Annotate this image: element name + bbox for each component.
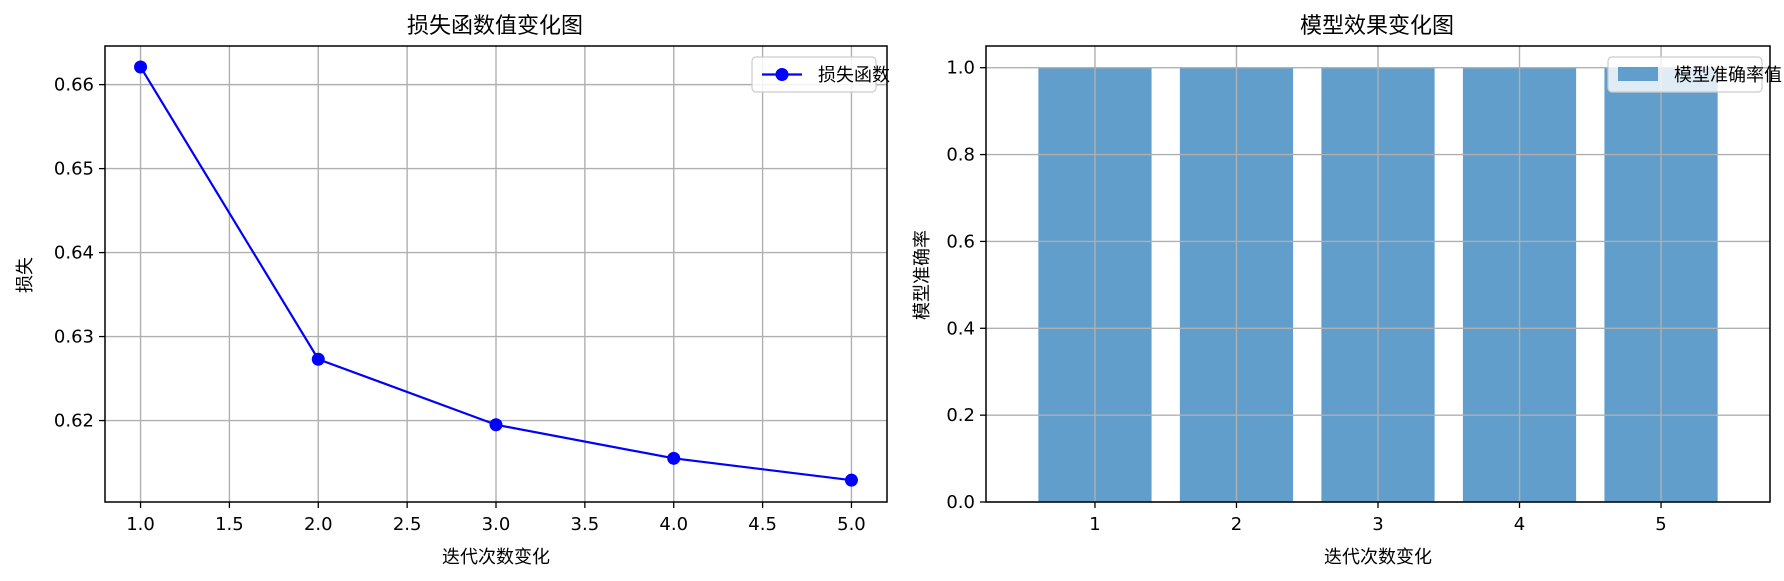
line-chart-y-tick-label: 0.65 bbox=[54, 159, 94, 180]
line-chart-y-tick-label: 0.64 bbox=[54, 243, 94, 264]
line-chart-x-tick-label: 4.5 bbox=[748, 514, 777, 535]
bar-chart-x-axis-label: 迭代次数变化 bbox=[1324, 547, 1432, 568]
bar-chart-y-axis-label: 模型准确率 bbox=[912, 230, 933, 320]
bar-chart-y-tick-label: 0.2 bbox=[946, 405, 975, 426]
line-chart-x-tick-label: 1.0 bbox=[126, 514, 155, 535]
bar-chart-x-tick-label: 4 bbox=[1514, 514, 1525, 535]
line-chart-y-tick-label: 0.66 bbox=[54, 75, 94, 96]
bar-chart-y-tick-label: 0.8 bbox=[946, 145, 975, 166]
line-chart-y-tick-label: 0.62 bbox=[54, 411, 94, 432]
bar-chart-y-ticks: 0.0 0.2 0.4 0.6 0.8 1.0 bbox=[946, 58, 986, 513]
bar-chart-y-tick-label: 1.0 bbox=[946, 58, 975, 79]
line-chart-legend-box bbox=[751, 56, 877, 93]
bar-chart-title: 模型效果变化图 bbox=[1300, 14, 1454, 39]
line-chart-legend-marker bbox=[775, 68, 789, 81]
line-chart-y-tick-label: 0.63 bbox=[54, 327, 94, 348]
bar-chart-y-tick-label: 0.4 bbox=[946, 318, 975, 339]
bar-chart-x-ticks: 1 2 3 4 5 bbox=[1089, 502, 1667, 535]
line-chart-y-ticks: 0.62 0.63 0.64 0.65 0.66 bbox=[54, 75, 105, 432]
bar-chart-x-tick-label: 5 bbox=[1655, 514, 1666, 535]
line-chart-data-point bbox=[311, 352, 325, 366]
line-chart-legend: 损失函数 bbox=[751, 56, 890, 93]
bar-chart-legend: 模型准确率值 bbox=[1607, 56, 1782, 93]
line-chart-data-point bbox=[134, 60, 148, 74]
line-chart-x-tick-label: 3.0 bbox=[482, 514, 511, 535]
line-chart-panel: 损失函数值变化图 1.0 1.5 2.0 2.5 3.0 3.5 4.0 4.5 5.0 0.6… bbox=[15, 14, 890, 568]
line-chart-plot-area bbox=[134, 60, 858, 487]
line-chart-x-tick-label: 3.5 bbox=[571, 514, 600, 535]
bar-chart-y-tick-label: 0.6 bbox=[946, 231, 975, 252]
bar-chart-x-tick-label: 3 bbox=[1372, 514, 1383, 535]
line-chart-y-axis-label: 损失 bbox=[15, 257, 36, 293]
bar-chart-legend-label: 模型准确率值 bbox=[1674, 65, 1782, 86]
line-chart-x-tick-label: 2.5 bbox=[393, 514, 422, 535]
bar-chart-x-tick-label: 2 bbox=[1231, 514, 1242, 535]
line-chart-x-tick-label: 4.0 bbox=[659, 514, 688, 535]
line-chart-x-tick-label: 5.0 bbox=[837, 514, 866, 535]
bar-chart-x-tick-label: 1 bbox=[1089, 514, 1100, 535]
line-chart-data-point bbox=[844, 473, 858, 487]
bar-chart-y-tick-label: 0.0 bbox=[946, 492, 975, 513]
bar-chart-legend-swatch bbox=[1618, 67, 1658, 81]
line-chart-x-axis-label: 迭代次数变化 bbox=[442, 547, 550, 568]
line-chart-grid bbox=[105, 46, 887, 502]
line-chart-x-tick-label: 1.5 bbox=[215, 514, 244, 535]
line-chart-legend-label: 损失函数 bbox=[818, 65, 890, 86]
line-chart-data-point bbox=[667, 451, 681, 465]
line-chart-title: 损失函数值变化图 bbox=[407, 14, 583, 39]
line-chart-x-ticks: 1.0 1.5 2.0 2.5 3.0 3.5 4.0 4.5 5.0 bbox=[126, 502, 866, 535]
line-chart-x-tick-label: 2.0 bbox=[304, 514, 333, 535]
line-chart-data-point bbox=[489, 418, 503, 432]
bar-chart-legend-box bbox=[1607, 56, 1763, 93]
